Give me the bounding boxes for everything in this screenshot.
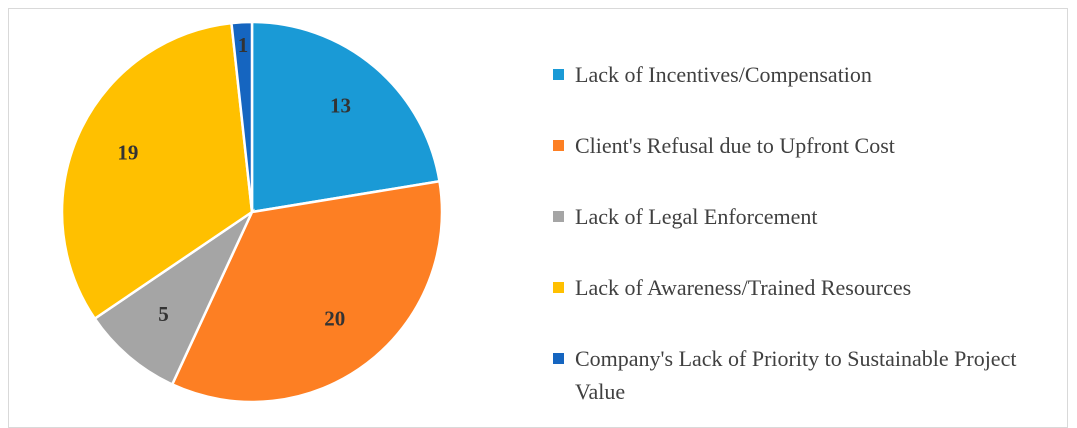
pie-slice <box>170 179 444 404</box>
legend-item: Lack of Legal Enforcement <box>553 200 1033 271</box>
chart: 13 20 5 19 1 <box>60 20 444 404</box>
data-label: 1 <box>238 33 249 57</box>
page: 13 20 5 19 1 Lack of Incentives/Compensation… <box>8 8 1068 428</box>
pie-slice <box>93 208 256 387</box>
legend-item: Lack of Incentives/Compensation <box>553 58 1033 129</box>
legend-swatch <box>553 140 564 151</box>
legend-swatch <box>553 282 564 293</box>
legend-item: Client's Refusal due to Upfront Cost <box>553 129 1033 200</box>
legend-item: Lack of Awareness/Trained Resources <box>553 271 1033 342</box>
legend-label: Lack of Legal Enforcement <box>575 204 818 229</box>
legend: Lack of Incentives/Compensation Client's … <box>553 58 1033 413</box>
pie-slice <box>230 20 254 213</box>
legend-swatch <box>553 353 564 364</box>
pie-slice <box>250 20 441 214</box>
pie-slice <box>60 21 254 321</box>
legend-label: Lack of Awareness/Trained Resources <box>575 275 912 300</box>
legend-swatch <box>553 69 564 80</box>
legend-item: Company's Lack of Priority to Sustainabl… <box>553 342 1033 413</box>
data-label: 13 <box>330 94 351 118</box>
legend-label: Lack of Incentives/Compensation <box>575 62 872 87</box>
data-label: 19 <box>117 140 138 164</box>
data-label: 5 <box>158 302 169 326</box>
legend-label: Client's Refusal due to Upfront Cost <box>575 133 895 158</box>
legend-swatch <box>553 211 564 222</box>
legend-label: Company's Lack of Priority to Sustainabl… <box>575 346 1017 404</box>
data-label: 20 <box>324 307 345 331</box>
